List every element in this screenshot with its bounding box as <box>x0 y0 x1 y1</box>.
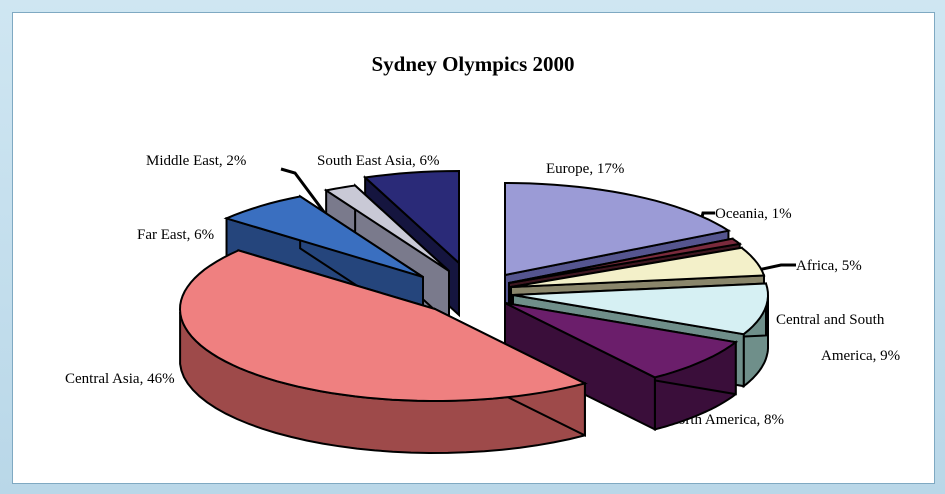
slice-top-face <box>510 246 766 288</box>
slice-label-europe: Europe, 17% <box>546 161 624 177</box>
slice-top-face <box>504 181 732 277</box>
slice-top-face <box>508 237 743 284</box>
slice-label-oceania: Oceania, 1% <box>715 206 792 222</box>
slice-label-central-asia: Central Asia, 46% <box>65 371 175 387</box>
slice-label-middle-east: Middle East, 2% <box>146 153 246 169</box>
slice-top-face <box>178 249 588 402</box>
slice-labels: Middle East, 2% South East Asia, 6% Far … <box>65 153 900 428</box>
slice-label-central-south-america-line2: America, 9% <box>821 348 900 364</box>
slice-top-face <box>362 169 460 266</box>
pie-slice-north-america <box>504 301 739 432</box>
slice-label-far-east: Far East, 6% <box>137 227 214 243</box>
chart-title: Sydney Olympics 2000 <box>371 52 574 76</box>
slice-label-central-south-america-line1: Central and South <box>776 312 885 328</box>
slice-top-face <box>504 302 739 379</box>
pie-chart: Sydney Olympics 2000 Middle East, 2% Sou… <box>65 52 900 455</box>
slice-top-face <box>223 195 424 278</box>
pie-slice-central-asia <box>178 249 588 455</box>
slice-label-south-east-asia: South East Asia, 6% <box>317 153 440 169</box>
slice-label-africa: Africa, 5% <box>796 258 862 274</box>
pie-slices <box>178 169 770 455</box>
slice-top-face <box>512 282 770 336</box>
chart-panel: Sydney Olympics 2000 Middle East, 2% Sou… <box>12 12 935 484</box>
slice-top-face <box>323 184 450 272</box>
